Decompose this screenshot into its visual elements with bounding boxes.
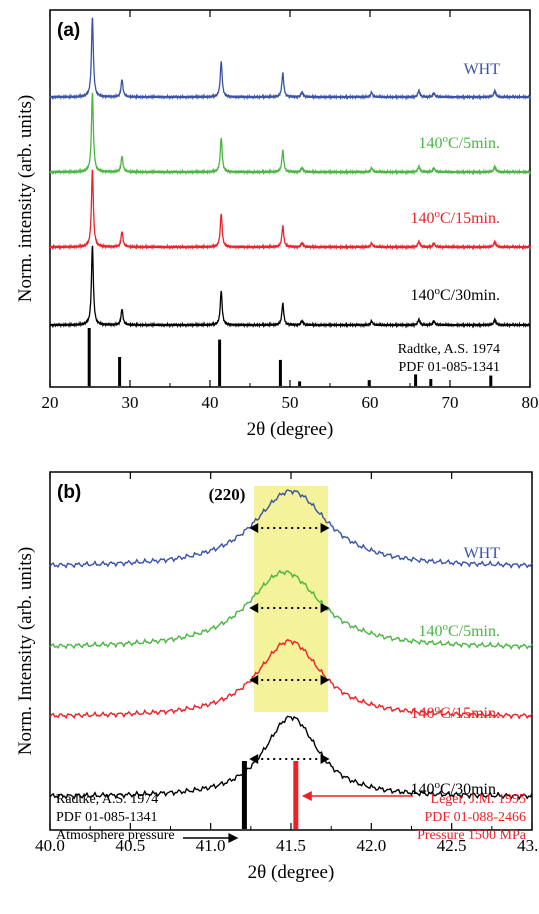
- reference-stick: [279, 360, 282, 386]
- x-tick-label: 40: [202, 393, 219, 412]
- series-label-part: C/30min.: [440, 287, 500, 304]
- reference-text: Atmosphere pressure: [56, 828, 175, 843]
- series-label-part: 140: [410, 287, 434, 304]
- panel-label: (a): [57, 20, 80, 41]
- x-tick-label: 50: [282, 393, 299, 412]
- x-tick-label: 80: [522, 393, 539, 412]
- series-label-part: 140: [410, 210, 434, 227]
- x-axis-title: 2θ (degree): [247, 419, 334, 440]
- series-label-0: WHT: [464, 545, 501, 562]
- panel-a: 20 30 40 50 60 70 80 2θ (degree) Norm. intensity…: [15, 10, 539, 440]
- reference-stick: [489, 376, 492, 386]
- x-tick-label: 60: [362, 393, 379, 412]
- x-axis-title: 2θ (degree): [248, 862, 335, 883]
- series-label-0: WHT: [464, 61, 501, 78]
- y-axis-title: Norm. intensity (arb. units): [15, 95, 36, 302]
- reference-stick: [118, 357, 121, 386]
- series-label-part: 140: [418, 135, 442, 152]
- reference-arrow-head: [302, 791, 312, 801]
- series-label-part: 140: [418, 623, 442, 640]
- series-line-0: [50, 18, 530, 98]
- series-label-part: WHT: [464, 545, 501, 562]
- fwhm-arrow-head-left: [249, 523, 258, 533]
- panel-label: (b): [57, 482, 81, 503]
- reference-stick: [298, 381, 301, 386]
- reference-stick: [88, 328, 91, 386]
- fwhm-arrow-head-left: [249, 603, 258, 613]
- reference-text: Pressure 1500 MPa: [417, 828, 527, 843]
- reference-stick: [218, 340, 221, 386]
- reference-stick: [414, 374, 417, 386]
- series-label-1: 140oC/5min.: [418, 621, 500, 640]
- reference-stick-0: [242, 761, 247, 829]
- reference-stick: [368, 380, 371, 386]
- reference-stick-1: [293, 761, 298, 829]
- x-tick-label: 42.0: [356, 836, 386, 855]
- series-label-part: C/15min.: [440, 210, 500, 227]
- series-label-part: C/15min.: [440, 705, 500, 722]
- x-tick-label: 41.0: [196, 836, 226, 855]
- reference-arrow-head: [228, 833, 238, 843]
- series-label-2: 140oC/15min.: [410, 703, 500, 722]
- reference-text: PDF 01-085-1341: [398, 360, 500, 375]
- x-tick-label: 70: [442, 393, 459, 412]
- series-label-1: 140oC/5min.: [418, 133, 500, 152]
- reference-stick: [429, 379, 432, 386]
- reference-text: Radtke, A.S. 1974: [56, 792, 158, 807]
- x-tick-label: 41.5: [276, 836, 306, 855]
- series-line-1: [50, 93, 530, 173]
- series-label-3: 140oC/30min.: [410, 285, 500, 304]
- plot-frame: [50, 10, 530, 387]
- x-tick-label: 30: [122, 393, 139, 412]
- reference-text: PDF 01-088-2466: [424, 810, 526, 825]
- series-label-2: 140oC/15min.: [410, 208, 500, 227]
- reference-text: Leger, J.M. 1995: [431, 792, 526, 807]
- series-line-3: [50, 246, 530, 326]
- series-label-part: WHT: [464, 61, 501, 78]
- reference-text: Radtke, A.S. 1974: [398, 342, 500, 357]
- reference-text: PDF 01-085-1341: [56, 810, 158, 825]
- x-tick-label: 20: [42, 393, 59, 412]
- series-line-2: [50, 170, 530, 248]
- series-label-part: 140: [410, 705, 434, 722]
- series-label-part: C/5min.: [448, 135, 500, 152]
- series-label-part: C/5min.: [448, 623, 500, 640]
- y-axis-title: Norm. Intensity (arb. units): [15, 547, 36, 755]
- peak-label: (220): [209, 485, 246, 504]
- panel-b: 40.040.541.041.542.042.543.02θ (degree)N…: [15, 472, 539, 883]
